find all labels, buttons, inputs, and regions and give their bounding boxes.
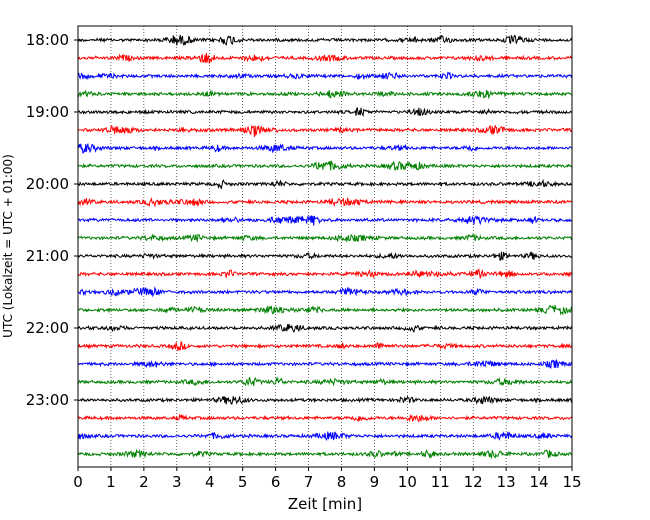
y-tick-label: 19:00 (26, 103, 69, 121)
trace-2330 (77, 431, 573, 442)
trace-2000 (77, 178, 573, 190)
x-tick-label: 4 (205, 473, 215, 491)
trace-1845 (77, 89, 573, 100)
trace-2015 (77, 196, 573, 208)
x-tick-label: 0 (73, 473, 83, 491)
x-tick-label: 12 (464, 473, 483, 491)
trace-1915 (77, 124, 573, 138)
trace-2300 (77, 395, 573, 406)
x-tick-label: 9 (370, 473, 380, 491)
trace-2200 (77, 323, 573, 334)
x-axis: 0 1 2 3 4 5 6 7 8 9 10 11 12 13 14 15 (73, 467, 582, 491)
plot-frame (77, 25, 573, 468)
x-tick-label: 3 (172, 473, 182, 491)
x-tick-label: 5 (238, 473, 248, 491)
trace-1800 (77, 34, 573, 47)
trace-1900 (77, 107, 573, 118)
x-tick-label: 11 (431, 473, 450, 491)
y-tick-label: 23:00 (26, 391, 69, 409)
y-tick-label: 22:00 (26, 319, 69, 337)
trace-2045 (77, 233, 573, 243)
x-tick-label: 1 (106, 473, 116, 491)
trace-2145 (77, 304, 573, 316)
y-tick-label: 20:00 (26, 175, 69, 193)
x-tick-label: 10 (398, 473, 417, 491)
trace-1945 (77, 160, 573, 171)
trace-2030 (77, 214, 573, 226)
trace-1930 (77, 142, 573, 154)
x-axis-label: Zeit [min] (288, 495, 362, 513)
y-tick-label: 18:00 (26, 31, 69, 49)
traces-group (77, 34, 573, 460)
trace-2245 (77, 376, 573, 387)
y-axis: 18:00 19:00 20:00 21:00 22:00 23:00 (26, 31, 78, 409)
x-tick-label: 8 (337, 473, 347, 491)
trace-2345 (77, 448, 573, 460)
x-tick-label: 6 (271, 473, 281, 491)
trace-2215 (77, 340, 573, 352)
y-axis-label: UTC (Lokalzeit = UTC + 01:00) (1, 154, 15, 338)
trace-2315 (77, 413, 573, 423)
x-tick-label: 7 (304, 473, 314, 491)
y-tick-label: 21:00 (26, 247, 69, 265)
trace-1830 (77, 71, 573, 81)
trace-1815 (77, 52, 573, 65)
x-tick-label: 14 (530, 473, 549, 491)
trace-2230 (77, 358, 573, 369)
trace-2115 (77, 267, 573, 279)
x-tick-label: 2 (139, 473, 149, 491)
x-tick-label: 15 (562, 473, 581, 491)
trace-2100 (77, 251, 573, 261)
x-tick-label: 13 (497, 473, 516, 491)
trace-2130 (77, 286, 573, 298)
